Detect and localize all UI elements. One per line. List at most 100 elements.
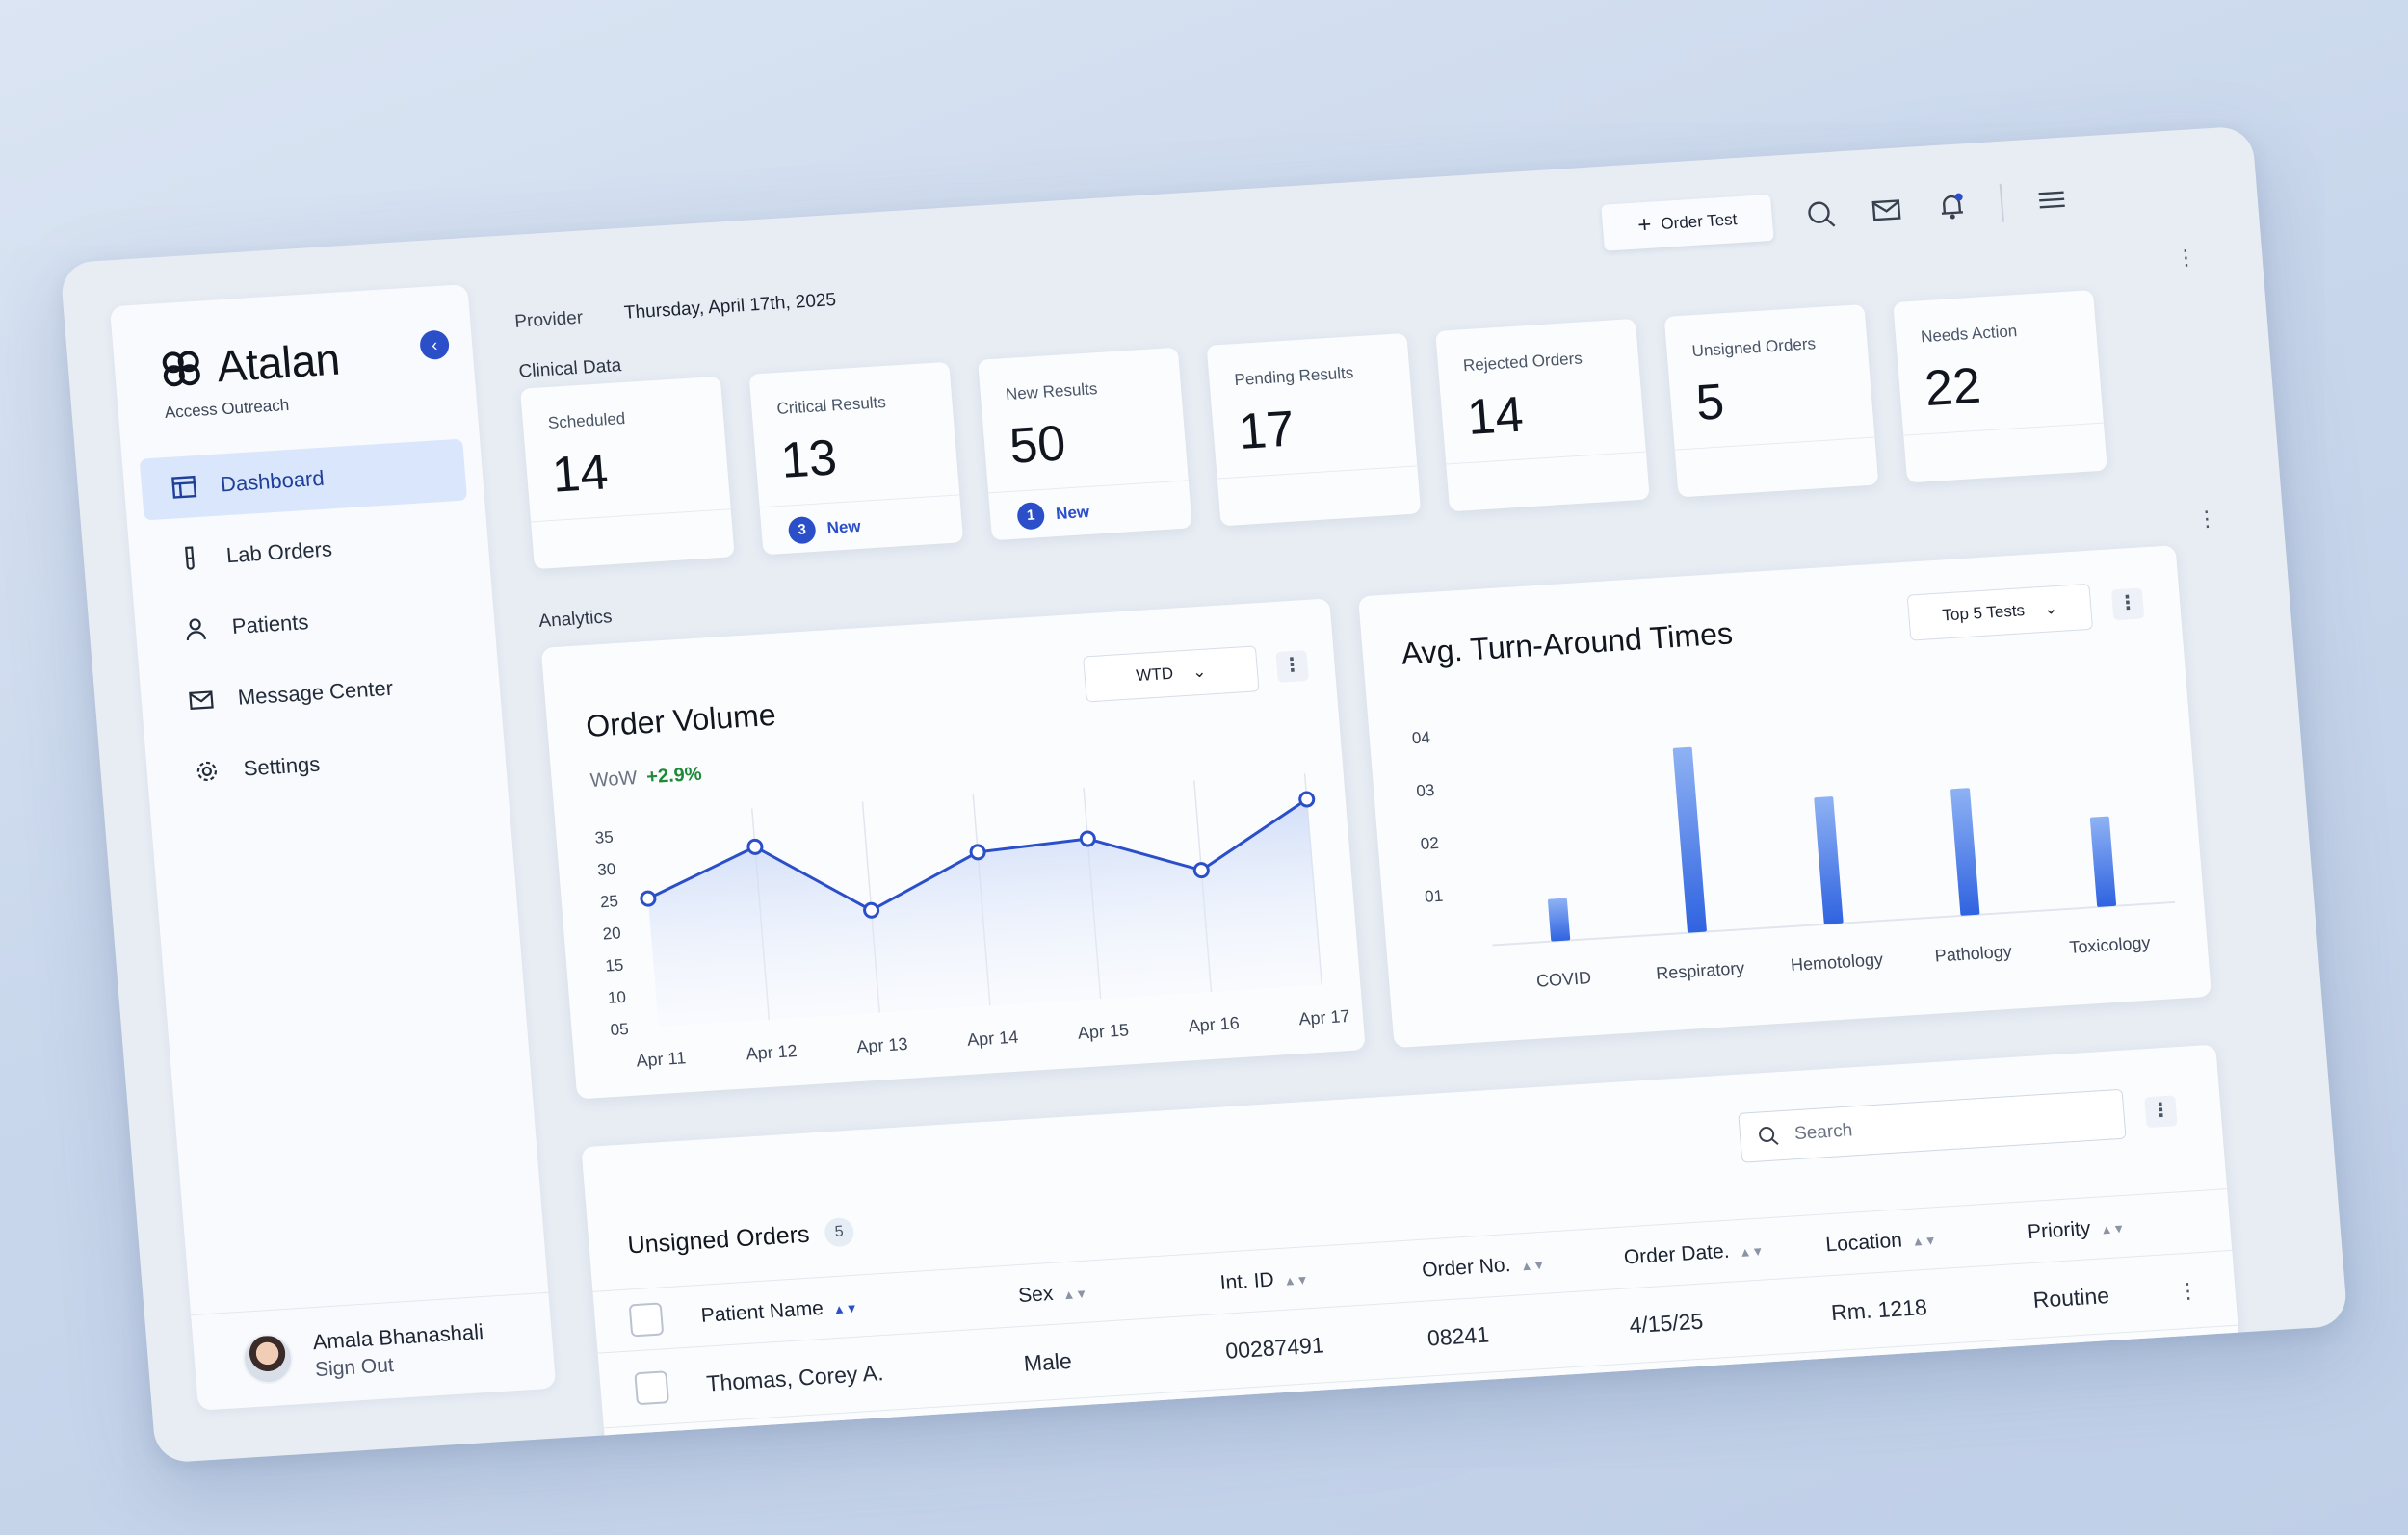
row-more-icon[interactable]: ⋮ (2182, 1352, 2206, 1378)
search-icon[interactable] (1803, 197, 1839, 232)
avatar[interactable] (240, 1332, 296, 1386)
bar (1950, 788, 1980, 916)
column-header-priority[interactable]: Priority ▲▼ (2027, 1214, 2126, 1243)
sort-icon: ▲▼ (832, 1300, 859, 1316)
sidebar-item-dashboard[interactable]: Dashboard (139, 438, 468, 521)
stat-card-scheduled[interactable]: Scheduled 14 (520, 376, 735, 570)
sidebar-item-settings[interactable]: Settings (162, 723, 489, 805)
stat-footer (1446, 451, 1650, 512)
column-header-int-id[interactable]: Int. ID ▲▼ (1219, 1266, 1310, 1295)
patient-name-cell[interactable]: Rockford, Betty B. (711, 1434, 892, 1464)
order-test-button[interactable]: + Order Test (1601, 194, 1774, 251)
column-header-patient-name[interactable]: Patient Name ▲▼ (700, 1294, 859, 1327)
stat-card-rejected-orders[interactable]: Rejected Orders 14 (1435, 318, 1650, 512)
sex-cell: Male (1022, 1347, 1073, 1376)
stat-value: 50 (1008, 415, 1068, 475)
select-all-checkbox[interactable] (628, 1301, 665, 1337)
column-label: Location (1824, 1228, 1903, 1256)
row-more-icon[interactable]: ⋮ (2176, 1277, 2200, 1304)
search-icon (1759, 1127, 1779, 1146)
y-tick-label: 25 (599, 892, 618, 911)
sort-icon: ▲▼ (1061, 1286, 1088, 1302)
data-point (969, 844, 986, 861)
column-header-order-date[interactable]: Order Date. ▲▼ (1623, 1237, 1765, 1269)
chevron-left-icon: ‹ (431, 335, 438, 355)
stat-value: 14 (1465, 386, 1526, 446)
bar (1547, 898, 1571, 942)
priority-cell: Routine (2031, 1283, 2110, 1313)
y-tick-label: 03 (1416, 781, 1435, 800)
y-tick-label: 01 (1424, 887, 1443, 906)
stat-footer (1903, 422, 2107, 483)
order-no-cell: 08241 (1426, 1321, 1490, 1351)
app-window: Atalan Access Outreach ‹ Dashboard Lab O… (60, 125, 2348, 1464)
sidebar-item-message-center[interactable]: Message Center (156, 652, 484, 734)
y-tick-label: 15 (605, 956, 624, 976)
new-badge[interactable]: 3 New (787, 513, 862, 545)
x-tick-label: COVID (1535, 968, 1592, 991)
table-title: Unsigned Orders 5 (627, 1216, 855, 1261)
stat-card-new-results[interactable]: New Results 50 1 New (978, 347, 1192, 541)
column-header-sex[interactable]: Sex ▲▼ (1017, 1280, 1088, 1307)
series-area (647, 798, 1322, 1028)
sidebar-item-lab-orders[interactable]: Lab Orders (145, 509, 473, 591)
y-tick-label: 35 (594, 828, 614, 847)
analytics-label: Analytics (537, 607, 614, 632)
test-tube-icon (185, 546, 195, 570)
tat-chart: 04 03 02 01 COVID Respiratory Hemotology Pathol… (1411, 728, 2176, 991)
stat-card-pending-results[interactable]: Pending Results 17 (1206, 332, 1422, 527)
badge-text: New (1055, 502, 1090, 524)
stat-label: Unsigned Orders (1690, 334, 1817, 361)
current-date: Thursday, April 17th, 2025 (623, 290, 837, 324)
order-no-cell: 08225 (1432, 1396, 1497, 1426)
sort-icon: ▲▼ (2099, 1220, 2126, 1236)
user-icon (186, 618, 206, 641)
data-point (1192, 862, 1210, 879)
brand[interactable]: Atalan (157, 333, 341, 397)
new-badge[interactable]: 1 New (1016, 499, 1090, 531)
row-checkbox[interactable] (640, 1444, 676, 1464)
menu-icon[interactable] (2034, 182, 2070, 217)
bar (2089, 816, 2117, 907)
search-input[interactable]: Search (1738, 1088, 2127, 1163)
stat-footer (531, 508, 735, 570)
sex-cell: Female (1029, 1420, 1105, 1451)
y-tick-label: 30 (597, 860, 616, 879)
user-profile: Amala Bhanashali Sign Out (191, 1291, 557, 1411)
notification-bell-icon[interactable] (1934, 189, 1970, 223)
bar (1672, 746, 1707, 933)
clinical-more-icon[interactable]: ⋮ (2174, 245, 2198, 271)
table-more-button[interactable]: ⋮ (2144, 1095, 2178, 1129)
sidebar-item-patients[interactable]: Patients (151, 581, 479, 663)
stat-card-unsigned-orders[interactable]: Unsigned Orders 5 (1663, 303, 1879, 498)
sort-icon: ▲▼ (1911, 1232, 1938, 1249)
brand-name: Atalan (215, 333, 342, 392)
stat-label: Needs Action (1920, 322, 2018, 347)
column-label: Order No. (1421, 1253, 1512, 1282)
column-header-order-no[interactable]: Order No. ▲▼ (1421, 1251, 1546, 1282)
location-cell: Rm. 1218 (1830, 1293, 1928, 1326)
location-cell: Rm. 304 (1836, 1369, 1923, 1400)
column-header-location[interactable]: Location ▲▼ (1825, 1227, 1938, 1257)
x-tick-label: Apr 16 (1188, 1013, 1241, 1035)
y-tick-label: 04 (1411, 728, 1430, 747)
brand-subtitle: Access Outreach (164, 395, 290, 422)
order-date-cell: 4/15/25 (1634, 1383, 1711, 1414)
x-tick-label: Apr 17 (1298, 1006, 1351, 1028)
stat-footer: 1 New (988, 480, 1192, 541)
bar (1814, 796, 1844, 924)
collapse-sidebar-button[interactable]: ‹ (418, 329, 451, 361)
stat-card-needs-action[interactable]: Needs Action 22 (1893, 290, 2107, 483)
header-actions (1803, 180, 2070, 235)
stat-value: 13 (778, 429, 839, 489)
order-volume-chart: 35 30 25 20 15 10 05 Apr 11 Apr 12 Apr 13 Apr 14 Ap… (594, 773, 1351, 1071)
x-tick-label: Apr 11 (636, 1048, 687, 1070)
stat-card-critical-results[interactable]: Critical Results 13 3 New (748, 361, 964, 556)
badge-text: New (825, 516, 862, 538)
data-point (863, 901, 880, 919)
analytics-more-icon[interactable]: ⋮ (2195, 506, 2219, 532)
row-checkbox[interactable] (634, 1369, 669, 1405)
mail-icon[interactable] (1869, 193, 1904, 227)
stat-cards: Scheduled 14 Critical Results 13 3 New N… (520, 290, 2107, 570)
patient-name-cell[interactable]: Thomas, Corey A. (705, 1360, 885, 1396)
